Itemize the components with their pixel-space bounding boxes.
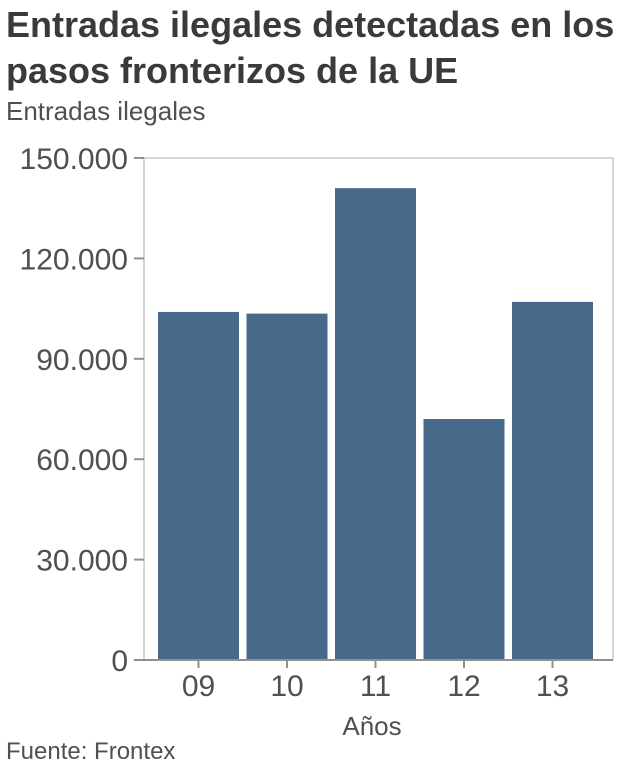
- x-axis-label: Años: [342, 711, 401, 741]
- bar-11: [335, 188, 416, 660]
- x-tick-label: 09: [182, 670, 215, 703]
- y-axis-label: Entradas ilegales: [6, 96, 206, 126]
- y-tick-label: 60.000: [36, 444, 128, 477]
- source-note: Fuente: Frontex: [6, 738, 176, 765]
- y-tick-label: 30.000: [36, 545, 128, 578]
- chart-title: Entradas ilegales detectadas en los paso…: [6, 4, 615, 91]
- bar-12: [423, 419, 505, 660]
- x-tick-label: 10: [270, 670, 303, 703]
- y-tick-label: 120.000: [20, 243, 128, 276]
- y-tick-label: 150.000: [20, 143, 128, 176]
- y-tick-label: 0: [111, 645, 128, 678]
- x-tick-label: 12: [447, 670, 480, 703]
- bar-09: [158, 311, 239, 660]
- x-tick-label: 13: [536, 670, 569, 703]
- bar-10: [246, 313, 328, 660]
- y-tick-label: 90.000: [36, 344, 128, 377]
- x-tick-label: 11: [360, 670, 391, 703]
- bar-13: [512, 301, 593, 660]
